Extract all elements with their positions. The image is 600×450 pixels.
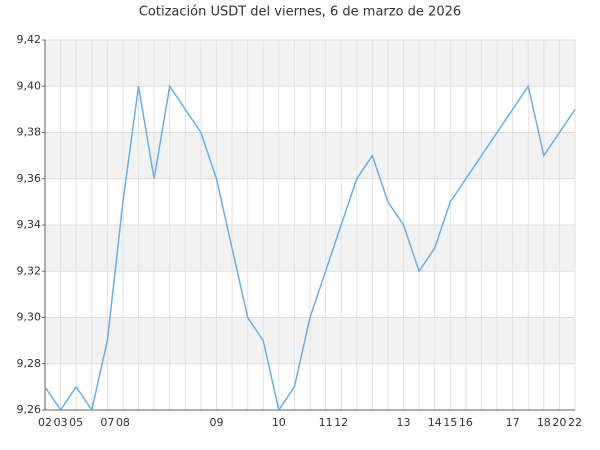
y-tick-label: 9,38 bbox=[17, 126, 42, 139]
price-line bbox=[44, 84, 576, 412]
x-tick-label: 10 bbox=[272, 416, 286, 429]
x-tick-label: 18 bbox=[537, 416, 551, 429]
y-tick-label: 9,42 bbox=[17, 33, 42, 46]
x-tick-label: 20 bbox=[552, 416, 566, 429]
x-tick-label: 14 bbox=[428, 416, 442, 429]
y-tick-label: 9,36 bbox=[17, 172, 42, 185]
y-tick-label: 9,34 bbox=[17, 218, 42, 231]
x-tick-label: 17 bbox=[506, 416, 520, 429]
y-tick-label: 9,32 bbox=[17, 264, 42, 277]
x-tick-label: 09 bbox=[209, 416, 223, 429]
x-tick-label: 15 bbox=[443, 416, 457, 429]
x-tick-label: 12 bbox=[334, 416, 348, 429]
x-tick-label: 03 bbox=[54, 416, 68, 429]
chart-title: Cotización USDT del viernes, 6 de marzo … bbox=[139, 5, 461, 20]
y-tick-label: 9,26 bbox=[17, 403, 42, 416]
y-tick-label: 9,30 bbox=[17, 311, 42, 324]
x-tick-label: 22 bbox=[568, 416, 582, 429]
y-tick-label: 9,40 bbox=[17, 79, 42, 92]
x-tick-label: 08 bbox=[116, 416, 130, 429]
x-tick-label: 13 bbox=[397, 416, 411, 429]
x-tick-label: 07 bbox=[100, 416, 114, 429]
x-tick-label: 02 bbox=[38, 416, 52, 429]
x-tick-label: 11 bbox=[319, 416, 333, 429]
y-tick-label: 9,28 bbox=[17, 357, 42, 370]
x-tick-label: 05 bbox=[69, 416, 83, 429]
x-tick-label: 16 bbox=[459, 416, 473, 429]
